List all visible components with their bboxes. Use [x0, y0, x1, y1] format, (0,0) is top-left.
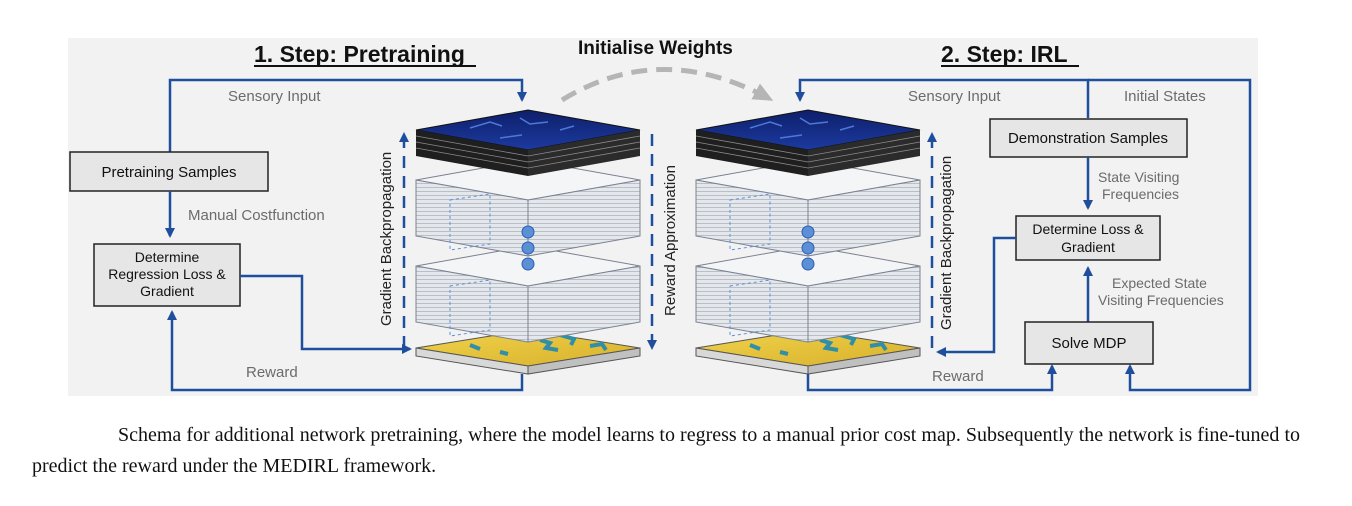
right-sensory-label: Sensory Input — [908, 88, 1001, 105]
svf-line-2: Frequencies — [1102, 186, 1179, 202]
right-sensory-arrow — [795, 78, 1090, 118]
figure-caption: Schema for additional network pretrainin… — [32, 424, 1300, 477]
init-weights-arrow — [560, 67, 774, 103]
manual-costfunction-label: Manual Costfunction — [188, 207, 325, 224]
right-reward-label: Reward — [932, 368, 984, 385]
pretraining-samples-box — [69, 151, 269, 192]
step2-title: 2. Step: IRL — [941, 41, 1068, 67]
step1-title: 1. Step: Pretraining — [254, 41, 465, 67]
right-network — [695, 109, 921, 375]
pretraining-samples-label: Pretraining Samples — [101, 164, 236, 181]
left-reward-label: Reward — [246, 364, 298, 381]
left-network — [415, 109, 641, 375]
determine-loss-box — [1015, 215, 1161, 261]
svf-line-1: State Visiting — [1098, 169, 1179, 185]
demonstration-samples-label: Demonstration Samples — [1008, 130, 1168, 147]
determine-regression-line-1: Determine — [135, 249, 200, 265]
right-loss-to-map-arrow — [936, 236, 1016, 357]
solve-mdp-label: Solve MDP — [1051, 335, 1126, 352]
init-weights-label: Initialise Weights — [578, 38, 733, 59]
determine-loss-line-1: Determine Loss & — [1032, 221, 1144, 237]
right-gradient-label: Gradient Backpropagation — [938, 156, 955, 330]
initial-states-label: Initial States — [1124, 88, 1206, 105]
right-reward-arrow — [806, 364, 1057, 392]
reward-approx-label: Reward Approximation — [662, 165, 679, 316]
determine-loss-line-2: Gradient — [1061, 239, 1115, 255]
determine-regression-line-2: Regression Loss & — [108, 266, 226, 282]
esvf-line-2: Visiting Frequencies — [1098, 292, 1224, 308]
left-gradient-label: Gradient Backpropagation — [378, 152, 395, 326]
left-sensory-arrow — [168, 78, 527, 152]
left-loss-to-reward-arrow — [240, 274, 412, 354]
esvf-line-1: Expected State — [1112, 275, 1207, 291]
initial-states-arrow — [1088, 78, 1252, 392]
left-sensory-label: Sensory Input — [228, 88, 321, 105]
determine-regression-box — [93, 243, 241, 307]
determine-regression-line-3: Gradient — [140, 283, 194, 299]
left-reward-arrow — [167, 310, 524, 392]
solve-mdp-box — [1024, 321, 1154, 365]
